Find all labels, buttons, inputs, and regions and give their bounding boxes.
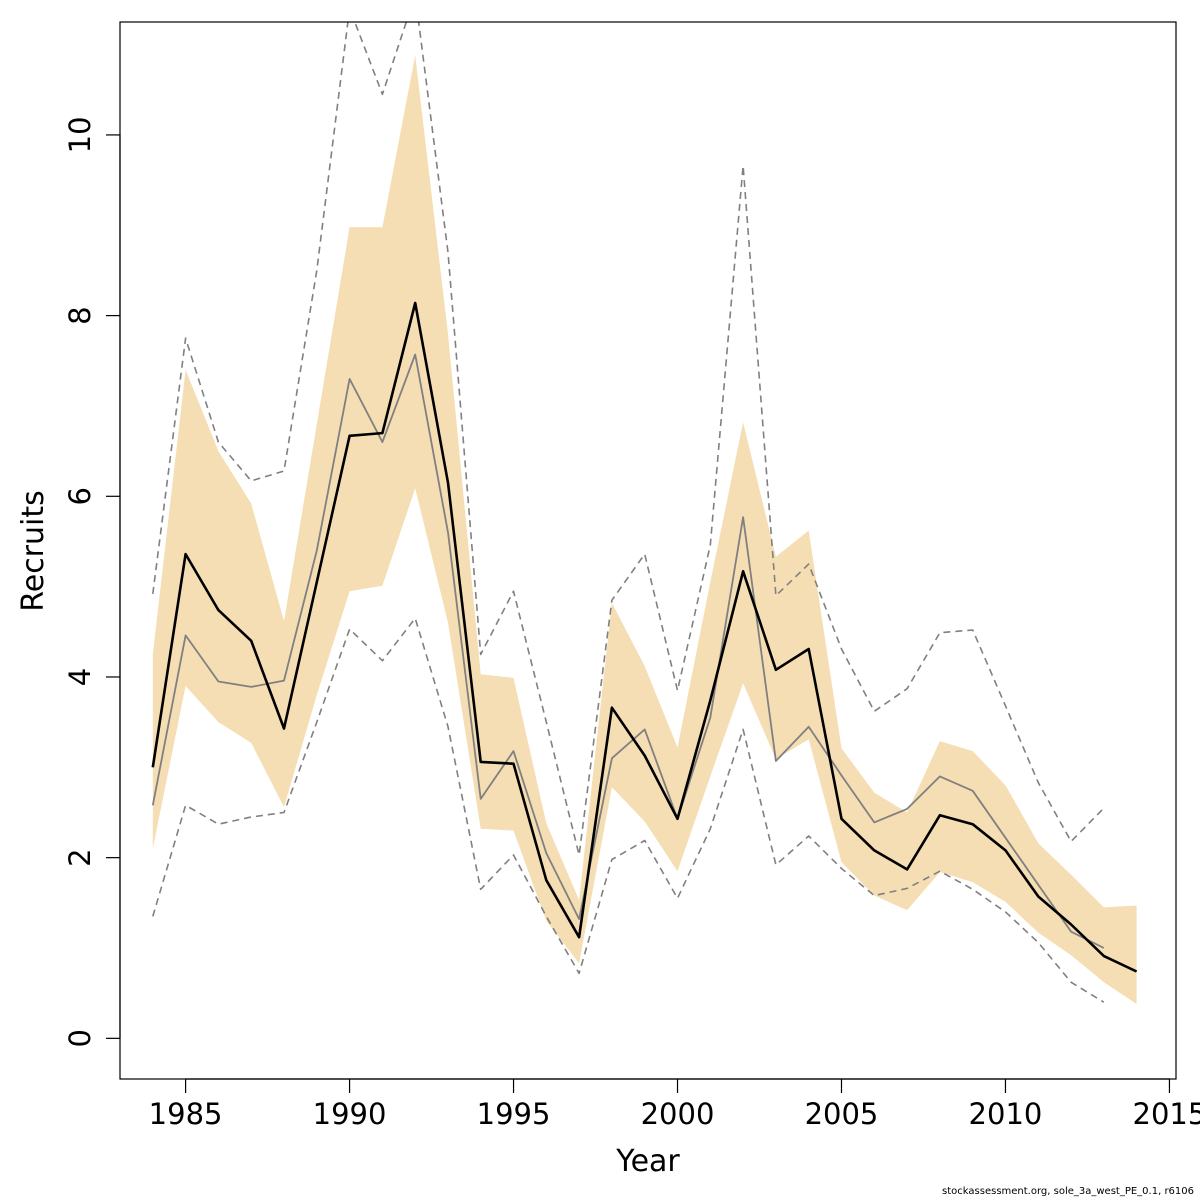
confidence-band xyxy=(152,55,1137,1004)
x-tick-label: 2000 xyxy=(641,1097,715,1131)
y-tick-label: 8 xyxy=(63,306,97,324)
previous-upper-bound-line xyxy=(152,22,1105,856)
y-axis: 0 2 4 6 8 10 xyxy=(63,116,121,1048)
y-tick-label: 0 xyxy=(63,1029,97,1047)
x-axis: 1985 1990 1995 2000 2005 2010 2015 xyxy=(149,1078,1200,1131)
x-tick-label: 1985 xyxy=(149,1097,223,1131)
x-tick-label: 2015 xyxy=(1133,1097,1200,1131)
x-axis-title: Year xyxy=(615,1144,680,1179)
x-tick-label: 2005 xyxy=(805,1097,879,1131)
y-tick-label: 6 xyxy=(63,487,97,505)
y-tick-label: 10 xyxy=(63,116,97,153)
y-axis-title: Recruits xyxy=(16,490,51,612)
x-tick-label: 1990 xyxy=(313,1097,387,1131)
previous-lower-bound-line xyxy=(152,617,1105,1003)
x-tick-label: 2010 xyxy=(969,1097,1043,1131)
estimate-line xyxy=(151,301,1138,973)
y-tick-label: 4 xyxy=(63,668,97,686)
x-tick-label: 1995 xyxy=(477,1097,551,1131)
plot-area xyxy=(151,22,1138,1004)
previous-estimate-line xyxy=(151,353,1105,949)
plot-frame xyxy=(119,21,1177,1080)
footer-note: stockassessment.org, sole_3a_west_PE_0.1… xyxy=(942,1186,1194,1197)
y-tick-label: 2 xyxy=(63,848,97,866)
